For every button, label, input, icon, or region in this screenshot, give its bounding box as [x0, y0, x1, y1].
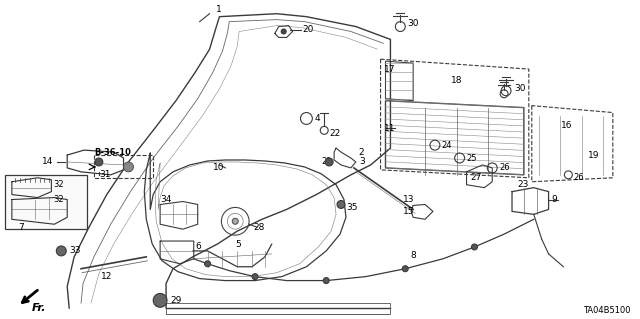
- Circle shape: [325, 158, 333, 166]
- Circle shape: [403, 266, 408, 272]
- Text: 23: 23: [517, 180, 529, 189]
- Circle shape: [323, 278, 329, 284]
- Text: 25: 25: [467, 153, 477, 162]
- Text: 24: 24: [442, 141, 452, 150]
- Text: Fr.: Fr.: [31, 303, 46, 313]
- Circle shape: [252, 274, 258, 279]
- Text: 34: 34: [160, 195, 172, 204]
- Text: 14: 14: [42, 158, 53, 167]
- Circle shape: [205, 261, 211, 267]
- Circle shape: [337, 201, 345, 208]
- Text: 28: 28: [253, 223, 264, 232]
- Text: 16: 16: [561, 121, 573, 130]
- Text: 32: 32: [53, 180, 64, 189]
- Text: 6: 6: [196, 242, 202, 251]
- Circle shape: [153, 293, 167, 307]
- Polygon shape: [5, 175, 87, 229]
- Text: 17: 17: [383, 64, 395, 74]
- Text: 18: 18: [451, 77, 462, 85]
- Text: 21: 21: [321, 158, 332, 167]
- Circle shape: [124, 162, 133, 172]
- Text: 22: 22: [329, 129, 340, 138]
- Text: 26: 26: [499, 163, 510, 172]
- Text: 27: 27: [470, 173, 482, 182]
- Text: 19: 19: [588, 151, 600, 160]
- Text: TA04B5100: TA04B5100: [583, 306, 630, 315]
- Text: 26: 26: [573, 173, 584, 182]
- Text: 20: 20: [303, 25, 314, 34]
- Text: 8: 8: [410, 251, 416, 260]
- Text: 33: 33: [69, 247, 81, 256]
- Text: 13: 13: [403, 195, 415, 204]
- Text: 2: 2: [359, 148, 364, 157]
- Circle shape: [232, 218, 238, 224]
- Text: 4: 4: [314, 114, 320, 123]
- Text: 12: 12: [101, 272, 112, 281]
- Circle shape: [472, 244, 477, 250]
- Circle shape: [56, 246, 66, 256]
- Text: 1: 1: [216, 5, 221, 14]
- Text: 11: 11: [383, 124, 395, 133]
- Circle shape: [281, 29, 286, 34]
- Text: 32: 32: [53, 195, 64, 204]
- Text: 10: 10: [212, 163, 224, 172]
- Text: 31: 31: [99, 170, 110, 179]
- Text: 35: 35: [346, 203, 358, 212]
- Text: 30: 30: [514, 84, 525, 93]
- Circle shape: [95, 158, 103, 166]
- Text: 5: 5: [236, 240, 241, 249]
- Text: 7: 7: [18, 223, 24, 232]
- Text: 30: 30: [407, 19, 419, 28]
- Text: B-36-10: B-36-10: [94, 148, 131, 157]
- Text: 15: 15: [403, 207, 415, 216]
- Text: 9: 9: [552, 195, 557, 204]
- Text: 3: 3: [359, 158, 365, 167]
- Text: 29: 29: [170, 296, 181, 305]
